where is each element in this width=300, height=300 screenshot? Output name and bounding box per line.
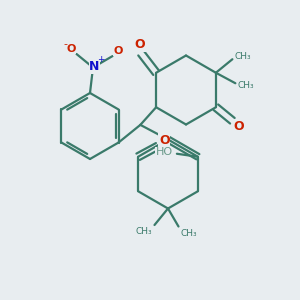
Text: O: O	[66, 44, 76, 54]
Text: O: O	[134, 38, 145, 51]
Text: CH₃: CH₃	[235, 52, 251, 61]
Text: HO: HO	[156, 147, 173, 157]
Text: -: -	[63, 39, 67, 50]
Text: CH₃: CH₃	[181, 229, 197, 238]
Text: O: O	[113, 46, 123, 56]
Text: CH₃: CH₃	[238, 81, 254, 90]
Text: N: N	[89, 60, 100, 74]
Text: +: +	[97, 55, 104, 64]
Text: CH₃: CH₃	[136, 227, 152, 236]
Text: O: O	[159, 134, 169, 147]
Text: O: O	[234, 120, 244, 133]
